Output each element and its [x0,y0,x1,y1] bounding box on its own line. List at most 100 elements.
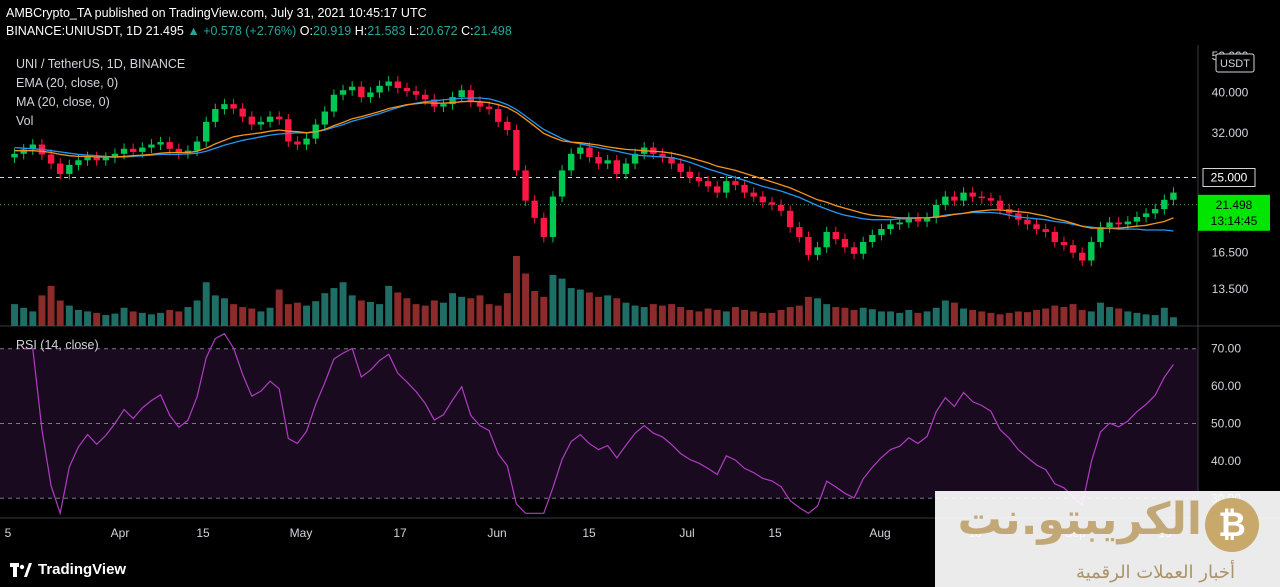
high-label: H: [354,24,368,38]
volume-bar [567,288,575,326]
last-price: 21.495 [145,24,184,38]
volume-bar [741,309,749,326]
volume-bar [950,302,958,326]
tradingview-logo[interactable]: TradingView [10,561,126,578]
volume-bar [549,274,557,326]
high-value: 21.583 [367,24,406,38]
candle-body [942,196,949,205]
volume-bar [476,295,484,326]
volume-bar [449,293,457,326]
candlesticks[interactable] [11,76,1177,267]
candle-body [513,130,520,171]
price-change: ▲ +0.578 (+2.76%) [187,24,297,38]
volume-bar [220,298,228,326]
volume-bar [640,307,648,326]
volume-bar [11,304,19,326]
volume-bar [850,309,858,326]
candle-body [531,200,538,218]
rsi-legend[interactable]: RSI (14, close) [16,338,99,352]
volume-bar [376,304,384,326]
candle-body [221,104,228,110]
ema-legend[interactable]: EMA (20, close, 0) [16,76,119,90]
rsi-tick-label: 60.00 [1211,379,1241,393]
candle-body [759,196,767,203]
candle-body [449,97,456,105]
volume-bar [540,296,548,326]
candle-body [385,81,392,86]
volume-bar [576,289,584,326]
symbol-label[interactable]: BINANCE:UNIUSDT, 1D [6,24,143,38]
volume-bar [1042,308,1050,326]
low-value: 20.672 [419,24,458,38]
volume-bar [1124,311,1132,326]
volume-bar [430,300,438,326]
volume-bar [668,304,676,326]
vol-legend[interactable]: Vol [16,114,34,128]
time-tick-label: Jun [487,526,506,540]
volume-bar [914,312,922,326]
candle-body [376,85,383,93]
volume-bar [896,312,904,326]
candle-body [1097,227,1104,243]
candle-body [175,148,183,154]
candle-body [1161,199,1168,210]
candle-body [440,104,447,107]
candle-body [1133,216,1141,222]
volume-bar [877,311,885,326]
open-value: 20.919 [313,24,352,38]
candle-body [622,163,630,174]
candle-body [1106,222,1113,228]
countdown-label: 13:14:45 [1211,214,1258,228]
volume-bar [293,302,301,326]
volume-bar [20,307,28,326]
candle-body [166,142,173,149]
candle-body [1042,229,1049,232]
volume-bar [558,278,566,326]
candle-body [741,184,748,193]
candle-body [522,170,529,201]
candle-body [202,121,210,142]
volume-bar [175,311,183,326]
volume-bar [120,307,128,326]
volume-bar [1014,311,1022,326]
volume-bar [275,289,283,326]
volume-bar [56,300,64,326]
volume-bar [804,296,812,326]
candle-body [887,224,894,230]
rsi-band-fill [0,348,1198,499]
volume-bar [366,301,374,326]
volume-bar [686,309,694,326]
time-tick-label: 15 [582,526,596,540]
candle-body [120,148,128,154]
candle-body [704,181,712,187]
volume-bar [385,285,393,326]
candle-body [412,91,420,95]
volume-bar [585,292,593,326]
volume-bar [1051,305,1059,326]
candle-body [1033,224,1040,230]
ema-line [14,100,1174,229]
volume-bar [704,308,712,326]
ohlc-header: BINANCE:UNIUSDT, 1D 21.495 ▲ +0.578 (+2.… [6,24,512,38]
candle-body [869,234,876,243]
candle-body [239,108,246,117]
candle-body [303,138,310,145]
volume-bar [394,292,402,326]
candle-body [485,106,493,110]
chart-legend-title[interactable]: UNI / TetherUS, 1D, BINANCE [16,57,186,71]
candle-body [1170,192,1177,200]
candle-body [504,121,511,131]
volume-bar [102,315,110,326]
volume-bar [814,298,822,326]
candle-body [805,236,812,255]
volume-bar [960,308,968,326]
candle-body [969,192,976,197]
candle-body [148,144,155,148]
candle-body [394,81,402,89]
price-tick-label: 40.000 [1212,85,1249,99]
ma-legend[interactable]: MA (20, close, 0) [16,95,110,109]
candle-body [859,242,867,254]
candle-body [266,116,274,122]
volume-bar [147,314,155,326]
